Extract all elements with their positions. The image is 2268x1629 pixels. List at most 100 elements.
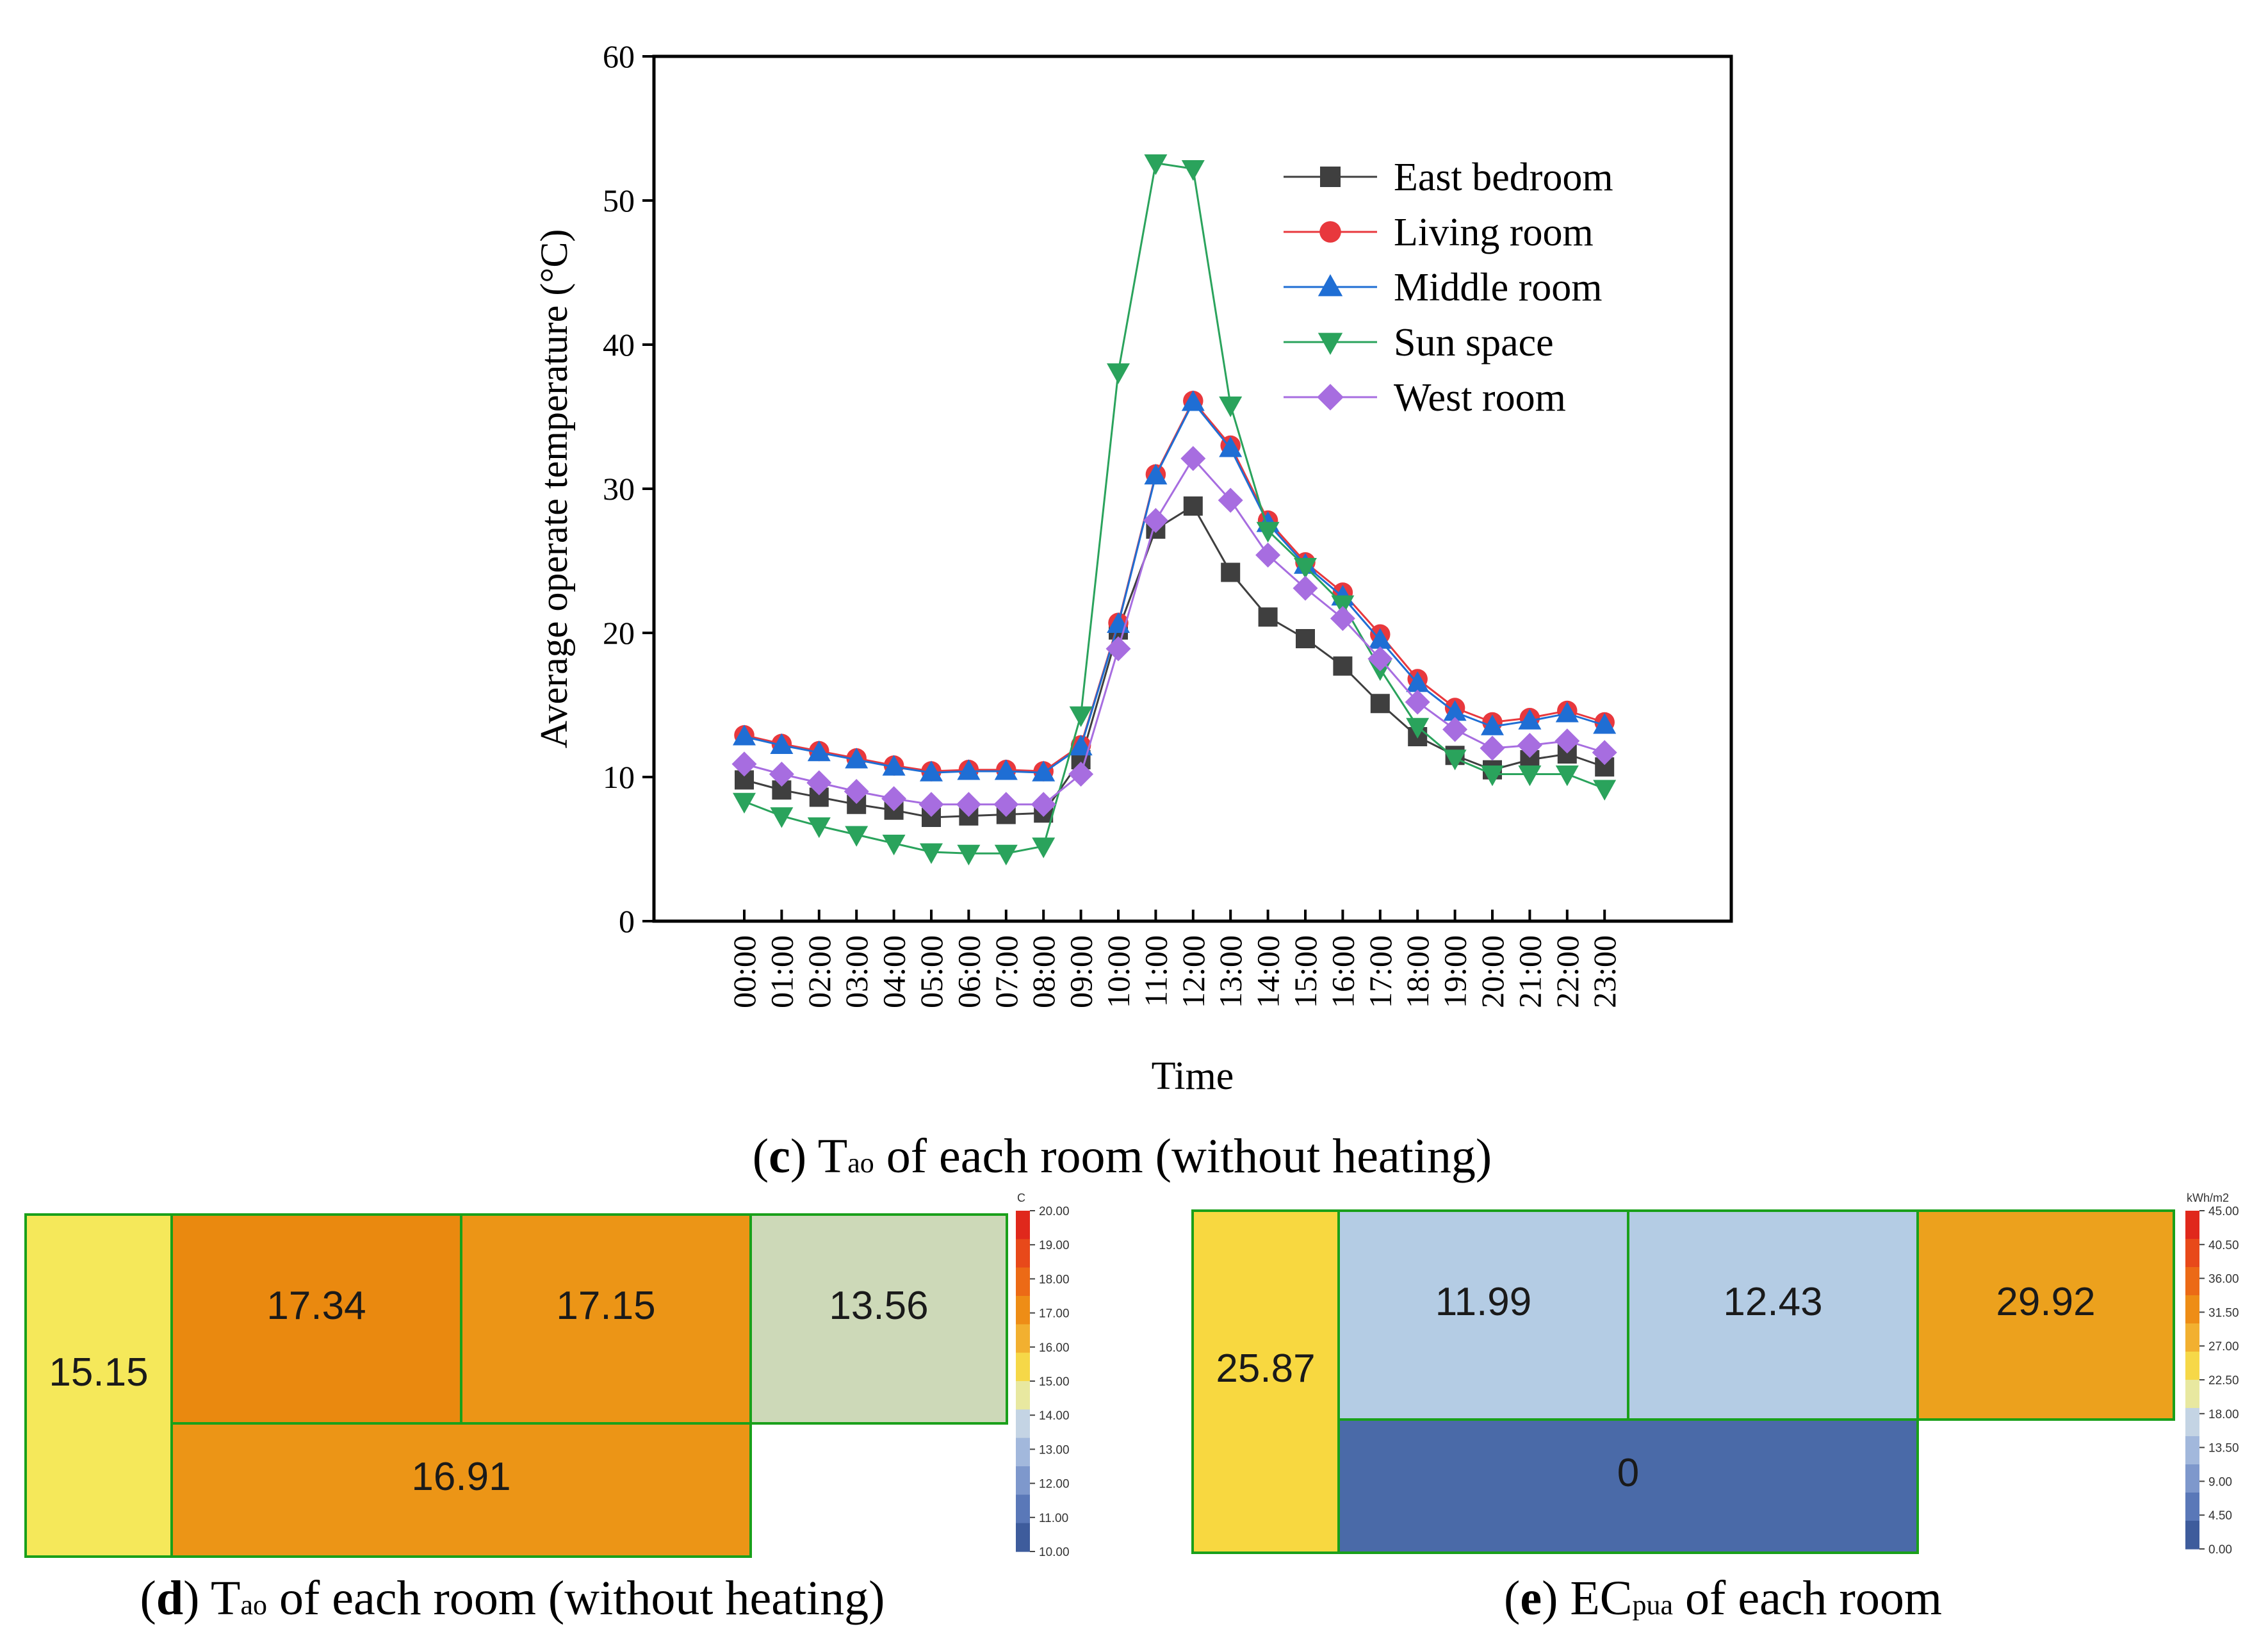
series-group xyxy=(731,154,1617,865)
caption-e-main: EC xyxy=(1570,1571,1632,1625)
data-point-west xyxy=(1180,446,1206,471)
data-point-middle xyxy=(1443,700,1467,721)
x-tick-label: 03:00 xyxy=(838,935,874,1008)
data-point-middle xyxy=(1518,708,1542,730)
data-point-middle xyxy=(1406,671,1430,692)
data-point-middle xyxy=(845,748,869,769)
data-point-west xyxy=(1480,735,1505,761)
x-tick-label: 17:00 xyxy=(1362,935,1398,1008)
legend-marker-living xyxy=(1319,221,1341,243)
y-tick-label: 10 xyxy=(603,759,635,795)
legend-label-living: Living room xyxy=(1394,211,1594,254)
x-tick-label: 12:00 xyxy=(1175,935,1211,1008)
caption-e-rest: of each room xyxy=(1673,1571,1942,1625)
colorbar-tick-label: 18.00 xyxy=(2208,1408,2239,1421)
data-point-sun xyxy=(1032,837,1056,858)
colorbar-swatch xyxy=(1016,1494,1030,1524)
colorbar-tick-label: 12.00 xyxy=(1039,1478,1070,1491)
x-tick-label: 04:00 xyxy=(876,935,912,1008)
x-tick-label: 10:00 xyxy=(1100,935,1136,1008)
legend-label-middle: Middle room xyxy=(1394,266,1602,309)
colorbar-swatch xyxy=(1016,1352,1030,1382)
data-point-west xyxy=(1255,543,1281,568)
data-point-sun xyxy=(1069,706,1093,727)
caption-c-sub: ao xyxy=(847,1147,874,1179)
colorbar-tick-label: 36.00 xyxy=(2208,1273,2239,1286)
caption-e-sub: pua xyxy=(1633,1589,1674,1621)
x-tick-label: 05:00 xyxy=(913,935,949,1008)
colorbar-tick-label: 13.50 xyxy=(2208,1442,2239,1455)
data-point-west xyxy=(1218,487,1243,513)
colorbar-swatch xyxy=(1016,1324,1030,1354)
colorbar-tick-label: 17.00 xyxy=(1039,1307,1070,1321)
colorbar-swatch xyxy=(1016,1409,1030,1439)
colorbar-tick-label: 15.00 xyxy=(1039,1375,1070,1389)
data-point-sun xyxy=(1555,765,1579,787)
data-point-sun xyxy=(1443,749,1467,771)
x-tick-label: 11:00 xyxy=(1138,935,1173,1007)
room-value-sun-d: 16.91 xyxy=(411,1455,510,1499)
room-value-west-e: 25.87 xyxy=(1216,1347,1315,1391)
colorbar-tick-label: 11.00 xyxy=(1039,1512,1068,1525)
colorbar-tick-label: 31.50 xyxy=(2208,1306,2239,1320)
colorbar-swatch xyxy=(2185,1436,2199,1465)
colorbar-tick-label: 19.00 xyxy=(1039,1239,1070,1252)
legend-label-west: West room xyxy=(1394,376,1566,420)
data-point-sun xyxy=(770,807,794,828)
room-cell-west-e xyxy=(1191,1209,1340,1554)
data-point-sun xyxy=(1406,717,1430,739)
x-tick-label: 09:00 xyxy=(1063,935,1099,1008)
legend-item-sun: Sun space xyxy=(1284,321,1554,364)
x-tick-label: 16:00 xyxy=(1325,935,1360,1008)
x-tick-label: 23:00 xyxy=(1587,935,1622,1008)
legend-item-east: East bedroom xyxy=(1284,156,1613,199)
caption-c-main: T xyxy=(818,1129,847,1183)
data-point-sun xyxy=(1256,521,1280,543)
data-point-middle xyxy=(1219,436,1243,457)
legend-marker-middle xyxy=(1318,274,1343,297)
data-point-sun xyxy=(994,844,1018,865)
caption-e-letter: e xyxy=(1520,1571,1542,1625)
data-point-west xyxy=(1031,792,1056,817)
x-tick-label: 06:00 xyxy=(950,935,986,1008)
legend-item-middle: Middle room xyxy=(1284,266,1602,309)
data-point-west xyxy=(1330,606,1355,631)
data-point-middle xyxy=(920,760,943,782)
data-point-west xyxy=(844,779,869,804)
x-axis-label: Time xyxy=(1152,1054,1234,1098)
data-point-west xyxy=(731,751,757,777)
room-value-living-d: 17.15 xyxy=(556,1284,655,1328)
x-tick-label: 07:00 xyxy=(988,935,1024,1008)
data-point-sun xyxy=(1219,397,1243,418)
colorbar-swatch xyxy=(2185,1352,2199,1380)
y-tick-label: 0 xyxy=(619,903,635,939)
caption-c-letter: c xyxy=(769,1129,790,1183)
colorbar-swatch xyxy=(2185,1380,2199,1409)
colorbar-swatch xyxy=(2185,1493,2199,1521)
colorbar-swatch xyxy=(2185,1211,2199,1240)
data-point-sun xyxy=(920,843,943,864)
data-point-west xyxy=(1105,636,1131,662)
colorbar-swatch xyxy=(1016,1267,1030,1297)
x-tick-label: 02:00 xyxy=(801,935,837,1008)
data-point-west xyxy=(769,762,794,787)
data-point-west xyxy=(1554,728,1580,754)
data-point-east xyxy=(1333,656,1353,676)
colorbar-tick-label: 27.00 xyxy=(2208,1340,2239,1354)
series-middle xyxy=(733,390,1617,782)
data-point-middle xyxy=(1555,701,1579,723)
colorbar-swatch xyxy=(2185,1295,2199,1324)
colorbar-tick-label: 13.00 xyxy=(1039,1443,1070,1457)
data-point-sun xyxy=(882,835,906,856)
colorbar-swatch xyxy=(1016,1239,1030,1268)
data-point-west xyxy=(1293,575,1318,601)
legend-marker-east xyxy=(1320,167,1341,187)
data-point-sun xyxy=(1331,595,1355,616)
data-point-sun xyxy=(1144,154,1168,176)
data-point-middle xyxy=(807,741,831,762)
data-point-west xyxy=(1367,646,1393,671)
data-point-middle xyxy=(1368,628,1392,649)
data-point-west xyxy=(1068,762,1094,787)
x-tick-label: 08:00 xyxy=(1025,935,1061,1008)
x-tick-label: 01:00 xyxy=(763,935,799,1008)
